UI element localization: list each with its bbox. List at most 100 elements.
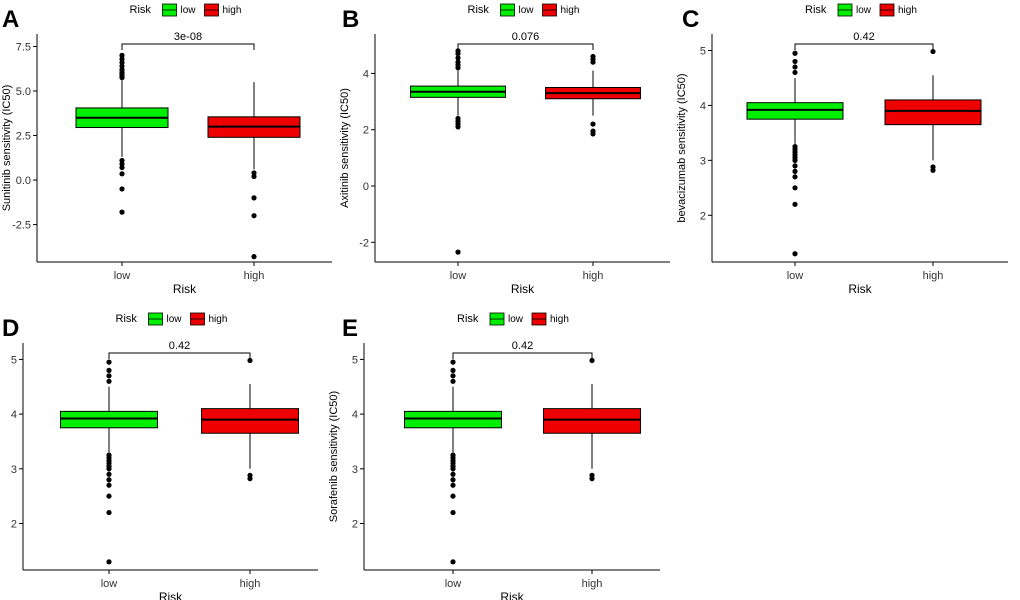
- x-tick-label-high: high: [582, 578, 603, 590]
- outlier-point: [450, 482, 456, 488]
- significance-bracket: 0.42: [794, 31, 934, 50]
- outlier-point: [792, 168, 798, 174]
- legend-item-low: low: [489, 312, 524, 326]
- legend-item-high: high: [190, 312, 227, 326]
- outlier-point: [119, 161, 125, 167]
- outlier-point: [106, 482, 112, 488]
- outlier-point: [450, 466, 456, 472]
- x-tick-label-low: low: [101, 578, 118, 590]
- panel-d: DRisklowhigh2345lowhighRiskpazopanib sen…: [2, 312, 318, 600]
- significance-bracket: 0.076: [457, 31, 594, 50]
- outlier-point: [590, 131, 596, 137]
- box-low: [60, 359, 158, 565]
- y-tick-label: 3: [352, 464, 358, 476]
- outlier-point: [792, 201, 798, 207]
- legend-item-high: high: [542, 3, 580, 17]
- outlier-point: [450, 378, 456, 384]
- significance-bracket: 0.42: [108, 340, 251, 359]
- outlier-point: [450, 373, 456, 379]
- outlier-point: [106, 466, 112, 472]
- legend-title: Risk: [457, 313, 479, 325]
- y-tick-label: 5.0: [16, 86, 31, 98]
- legend-label-low: low: [856, 5, 872, 16]
- x-tick-label-high: high: [240, 578, 261, 590]
- outlier-point: [106, 359, 112, 365]
- box-iqr: [884, 99, 982, 126]
- outlier-point: [106, 378, 112, 384]
- legend-item-low: low: [837, 3, 872, 17]
- outlier-point: [106, 509, 112, 516]
- outlier-point: [590, 59, 596, 65]
- legend: Risk low high: [805, 3, 917, 17]
- outlier-point: [450, 359, 456, 365]
- box-high: [884, 48, 982, 173]
- outlier-point: [792, 174, 798, 180]
- y-tick-label: 3: [11, 464, 17, 476]
- outlier-point: [247, 476, 253, 482]
- panel-e: E Risk low high 2 3 4 5 low high Risk Sorafenib sen…: [328, 312, 660, 600]
- outlier-point: [455, 51, 461, 57]
- y-tick-label: 7.5: [16, 41, 31, 53]
- outlier-point: [792, 58, 798, 65]
- x-axis-title: Risk: [511, 282, 535, 296]
- outlier-point: [251, 195, 257, 201]
- x-tick-label-low: low: [445, 578, 462, 590]
- outlier-point: [251, 170, 257, 176]
- box-iqr: [543, 408, 641, 434]
- box-iqr: [60, 410, 158, 429]
- box-iqr: [201, 408, 299, 434]
- y-tick-label: 2: [352, 519, 358, 531]
- y-tick-label: -2: [359, 237, 369, 249]
- panel-label: E: [342, 315, 358, 342]
- outlier-point: [450, 509, 456, 516]
- bracket-line: [108, 352, 251, 359]
- p-value-label: 3e-08: [174, 31, 202, 43]
- outlier-point: [792, 50, 798, 56]
- x-tick-label-high: high: [583, 270, 604, 282]
- y-tick-label: 0.0: [16, 175, 31, 187]
- outlier-point: [930, 167, 936, 173]
- panel-label: A: [2, 6, 19, 33]
- y-axis-title: Axitinib sensitivity (IC50): [339, 88, 351, 208]
- panel-label: D: [2, 315, 19, 342]
- legend: Risk low high: [116, 312, 227, 326]
- outlier-point: [247, 357, 253, 364]
- box-low: [75, 52, 169, 215]
- x-axis-title: Risk: [159, 590, 183, 600]
- x-tick-label-low: low: [450, 270, 467, 282]
- box-high: [543, 357, 641, 482]
- x-axis-title: Risk: [500, 590, 524, 600]
- y-tick-label: 5: [700, 45, 706, 57]
- outlier-point: [251, 173, 257, 180]
- bracket-line: [452, 352, 593, 359]
- box-low: [410, 48, 506, 255]
- outlier-point: [119, 52, 125, 58]
- y-tick-label: -2.5: [12, 220, 31, 232]
- legend-label-low: low: [181, 5, 197, 16]
- panel-label: B: [342, 6, 359, 33]
- outlier-point: [119, 59, 125, 66]
- outlier-point: [119, 157, 125, 164]
- outlier-point: [251, 213, 257, 219]
- outlier-point: [119, 164, 125, 171]
- outlier-point: [792, 157, 798, 163]
- legend-item-high: high: [531, 312, 569, 326]
- box-low: [746, 50, 844, 257]
- outlier-point: [792, 64, 798, 70]
- panel-b: B Risk low high -2 0 2 4 low high Risk Axitinib sen…: [339, 3, 670, 296]
- legend-label-high: high: [561, 5, 580, 16]
- legend-label-low: low: [167, 314, 183, 325]
- x-tick-label-low: low: [114, 270, 131, 282]
- outlier-point: [455, 124, 461, 130]
- y-axis-title: Sorafenib sensitivity (IC50): [328, 391, 340, 522]
- outlier-point: [119, 171, 125, 177]
- y-tick-label: 2: [700, 210, 706, 222]
- y-tick-label: 5: [11, 354, 17, 366]
- legend-item-low: low: [500, 3, 534, 17]
- x-axis-title: Risk: [173, 282, 197, 296]
- legend-title: Risk: [116, 313, 138, 325]
- significance-bracket: 0.42: [452, 340, 593, 359]
- outlier-point: [119, 56, 125, 62]
- legend-item-low: low: [148, 312, 183, 326]
- p-value-label: 0.42: [169, 340, 190, 352]
